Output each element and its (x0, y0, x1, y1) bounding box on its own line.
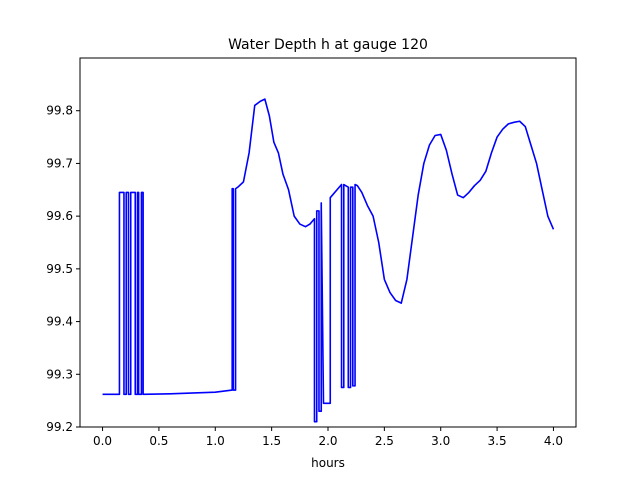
y-tick-label: 99.3 (46, 367, 73, 381)
chart-title: Water Depth h at gauge 120 (228, 37, 428, 53)
y-axis-ticks: 99.2 99.3 99.4 99.5 99.6 99.7 99.8 (46, 104, 80, 434)
x-axis-label: hours (311, 456, 345, 470)
y-tick-label: 99.4 (46, 315, 73, 329)
x-tick-label: 3.0 (431, 434, 450, 448)
series-line-0 (102, 98, 555, 423)
x-tick-label: 4.0 (544, 434, 563, 448)
x-tick-label: 0.5 (149, 434, 168, 448)
x-tick-label: 1.0 (206, 434, 225, 448)
y-tick-label: 99.5 (46, 262, 73, 276)
y-tick-label: 99.7 (46, 156, 73, 170)
x-axis-ticks: 0.0 0.5 1.0 1.5 2.0 2.5 3.0 3.5 4.0 (93, 427, 563, 448)
x-tick-label: 2.5 (375, 434, 394, 448)
x-tick-label: 0.0 (93, 434, 112, 448)
x-tick-label: 1.5 (262, 434, 281, 448)
x-tick-label: 3.5 (488, 434, 507, 448)
y-tick-label: 99.2 (46, 420, 73, 434)
x-tick-label: 2.0 (318, 434, 337, 448)
plot-area (102, 98, 555, 423)
y-tick-label: 99.6 (46, 209, 73, 223)
y-tick-label: 99.8 (46, 104, 73, 118)
